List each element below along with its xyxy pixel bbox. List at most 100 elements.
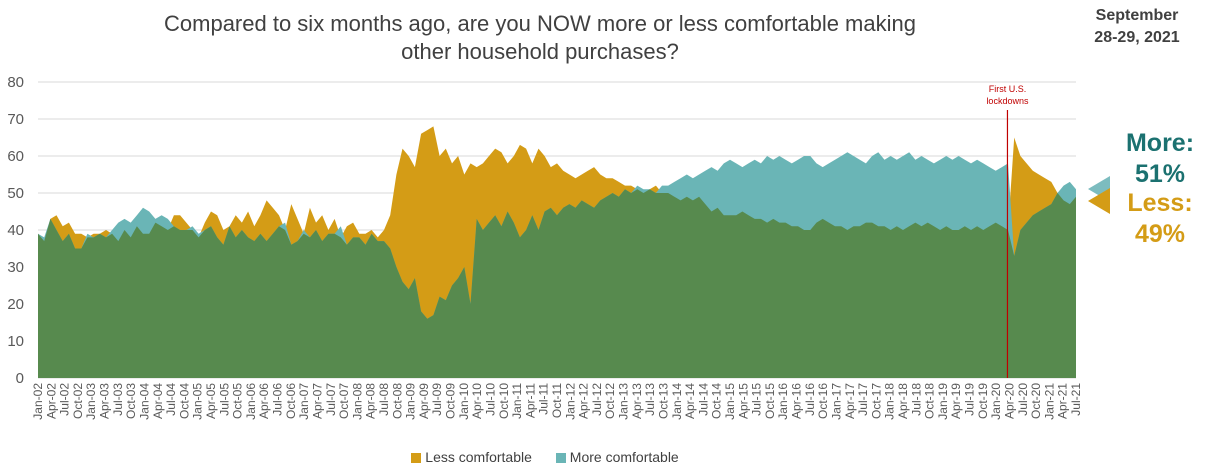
chart-legend: Less comfortable More comfortable (0, 449, 1090, 465)
chart-title-line-2: other household purchases? (401, 39, 679, 64)
x-tick-label: Oct-16 (816, 383, 830, 419)
x-tick-label: Oct-19 (976, 383, 990, 419)
x-tick-label: Oct-03 (124, 383, 138, 419)
x-tick-label: Jan-08 (350, 383, 364, 420)
less-callout-value: 49% (1134, 220, 1186, 248)
legend-item-more: More comfortable (555, 449, 679, 465)
y-tick-label: 0 (16, 370, 24, 387)
x-tick-label: Jan-15 (723, 383, 737, 420)
x-tick-label: Jan-04 (138, 383, 152, 420)
chart-title-line-1: Compared to six months ago, are you NOW … (164, 11, 916, 36)
x-tick-label: Oct-15 (763, 383, 777, 419)
x-tick-label: Jul-05 (217, 383, 231, 416)
x-tick-label: Jan-19 (936, 383, 950, 420)
x-tick-label: Jul-02 (58, 383, 72, 416)
x-tick-label: Jul-07 (324, 383, 338, 416)
x-tick-label: Jan-06 (244, 383, 258, 420)
x-tick-label: Apr-04 (151, 383, 165, 419)
x-tick-label: Jul-21 (1069, 383, 1083, 416)
legend-swatch-less (411, 453, 422, 463)
x-tick-label: Apr-20 (1003, 383, 1017, 419)
legend-swatch-more (555, 453, 566, 463)
x-tick-label: Jan-16 (776, 383, 790, 420)
x-tick-label: Jan-03 (84, 383, 98, 420)
x-tick-label: Oct-14 (710, 383, 724, 419)
x-tick-label: Oct-17 (869, 383, 883, 419)
x-tick-label: Jan-18 (883, 383, 897, 420)
survey-date: September 28-29, 2021 (1072, 5, 1202, 49)
x-tick-label: Apr-02 (44, 383, 58, 419)
x-tick-label: Jan-12 (563, 383, 577, 420)
x-tick-label: Oct-05 (231, 383, 245, 419)
x-tick-label: Jul-10 (484, 383, 498, 416)
x-tick-label: Oct-13 (657, 383, 671, 419)
x-tick-label: Apr-13 (630, 383, 644, 419)
x-tick-label: Oct-18 (923, 383, 937, 419)
x-tick-label: Jul-11 (537, 383, 551, 415)
x-tick-label: Jan-07 (297, 383, 311, 420)
x-tick-label: Jul-14 (696, 383, 710, 416)
x-tick-label: Apr-17 (843, 383, 857, 419)
x-tick-label: Apr-19 (949, 383, 963, 419)
y-tick-label: 50 (7, 185, 24, 202)
y-tick-label: 70 (7, 111, 24, 128)
x-tick-label: Jul-08 (377, 383, 391, 416)
less-arrow-icon (1088, 188, 1110, 214)
x-tick-label: Jul-09 (430, 383, 444, 416)
x-tick-label: Oct-11 (550, 383, 564, 418)
x-tick-label: Jul-16 (803, 383, 817, 416)
y-tick-label: 10 (7, 333, 24, 350)
survey-date-line-1: September (1095, 7, 1179, 24)
y-tick-label: 40 (7, 222, 24, 239)
x-tick-label: Jul-17 (856, 383, 870, 416)
x-tick-label: Apr-16 (790, 383, 804, 419)
x-tick-label: Jan-21 (1042, 383, 1056, 420)
x-tick-label: Apr-14 (683, 383, 697, 419)
more-callout: More: 51% (1110, 128, 1210, 190)
legend-label-more: More comfortable (569, 449, 679, 465)
x-tick-label: Oct-12 (603, 383, 617, 419)
series-overlap (38, 189, 1076, 378)
x-tick-label: Jan-13 (617, 383, 631, 420)
x-tick-label: Oct-08 (390, 383, 404, 419)
x-tick-label: Apr-18 (896, 383, 910, 419)
x-tick-label: Jul-18 (909, 383, 923, 416)
x-tick-label: Oct-02 (71, 383, 85, 419)
x-tick-label: Apr-11 (523, 383, 537, 418)
x-tick-label: Jul-19 (963, 383, 977, 416)
x-tick-label: Jul-20 (1016, 383, 1030, 416)
x-tick-label: Apr-08 (364, 383, 378, 419)
more-callout-label: More: (1125, 129, 1195, 157)
legend-item-less: Less comfortable (411, 449, 532, 465)
x-tick-label: Oct-07 (337, 383, 351, 419)
legend-label-less: Less comfortable (425, 449, 532, 465)
x-tick-label: Apr-03 (98, 383, 112, 419)
x-tick-label: Oct-20 (1029, 383, 1043, 419)
lockdown-annotation-line-1: First U.S. (989, 84, 1027, 94)
y-tick-label: 30 (7, 259, 24, 276)
x-tick-label: Jan-14 (670, 383, 684, 420)
x-tick-label: Oct-10 (497, 383, 511, 419)
x-tick-label: Apr-21 (1056, 383, 1070, 419)
x-tick-label: Jul-03 (111, 383, 125, 416)
lockdown-annotation-line-2: lockdowns (986, 96, 1029, 106)
x-tick-label: Oct-06 (284, 383, 298, 419)
x-tick-label: Jan-10 (457, 383, 471, 420)
x-tick-label: Jul-13 (643, 383, 657, 416)
x-tick-label: Jan-05 (191, 383, 205, 420)
x-tick-label: Oct-04 (177, 383, 191, 419)
more-callout-value: 51% (1134, 160, 1186, 188)
less-callout: Less: 49% (1110, 188, 1210, 250)
x-tick-label: Apr-06 (257, 383, 271, 419)
x-tick-label: Jan-09 (404, 383, 418, 420)
x-tick-label: Oct-09 (444, 383, 458, 419)
x-tick-label: Apr-07 (311, 383, 325, 419)
less-callout-label: Less: (1127, 189, 1193, 217)
x-tick-label: Apr-05 (204, 383, 218, 419)
y-tick-label: 20 (7, 296, 24, 313)
chart-title: Compared to six months ago, are you NOW … (60, 10, 1020, 66)
y-tick-label: 80 (7, 74, 24, 91)
x-tick-label: Apr-15 (736, 383, 750, 419)
x-tick-label: Apr-09 (417, 383, 431, 419)
x-tick-label: Jul-15 (750, 383, 764, 416)
